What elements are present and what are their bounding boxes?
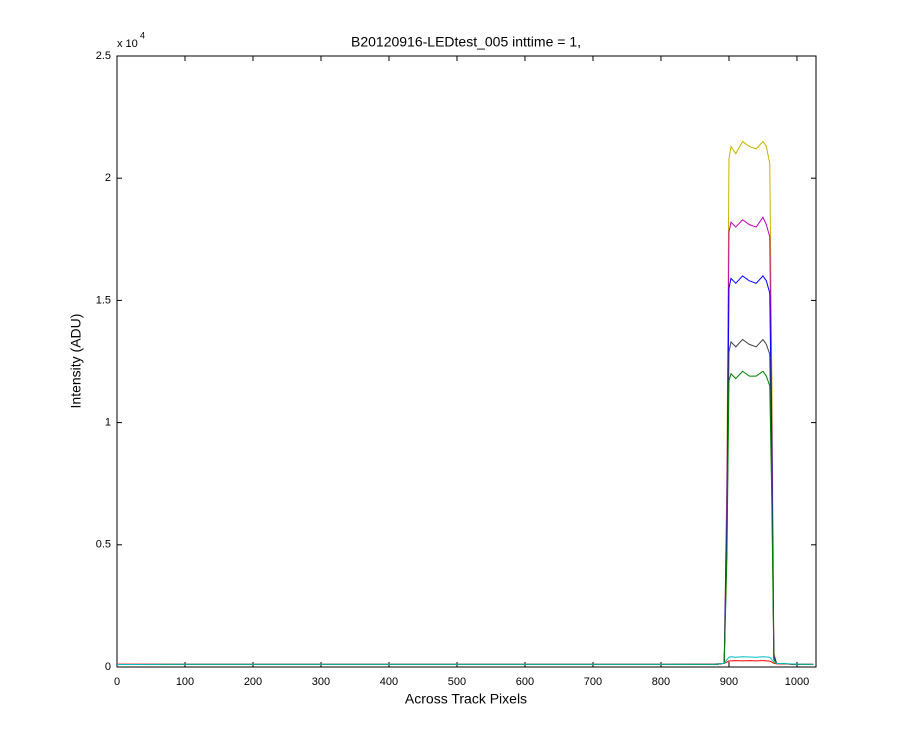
y-multiplier: x 10 — [117, 38, 138, 50]
x-tick-label: 700 — [584, 676, 602, 688]
x-tick-label: 600 — [516, 676, 534, 688]
y-axis-label: Intensity (ADU) — [68, 314, 84, 409]
x-tick-label: 400 — [380, 676, 398, 688]
x-tick-label: 500 — [448, 676, 466, 688]
x-tick-label: 800 — [652, 676, 670, 688]
y-multiplier-exponent: 4 — [140, 30, 145, 40]
y-tick-label: 0.5 — [96, 539, 111, 551]
x-tick-label: 300 — [312, 676, 330, 688]
y-tick-label: 0 — [105, 661, 111, 673]
x-axis-label: Across Track Pixels — [405, 691, 527, 707]
x-tick-label: 900 — [720, 676, 738, 688]
chart-title: B20120916-LEDtest_005 inttime = 1, — [351, 34, 581, 50]
x-tick-label: 100 — [176, 676, 194, 688]
series-line — [116, 656, 814, 666]
y-tick-label: 2.5 — [96, 50, 111, 62]
y-tick-label: 2 — [105, 172, 111, 184]
x-tick-label: 200 — [244, 676, 262, 688]
plot-frame — [116, 55, 817, 668]
y-tick-label: 1 — [105, 417, 111, 429]
x-tick-label: 1000 — [785, 676, 809, 688]
y-tick-label: 1.5 — [96, 294, 111, 306]
x-tick-label: 0 — [114, 676, 120, 688]
